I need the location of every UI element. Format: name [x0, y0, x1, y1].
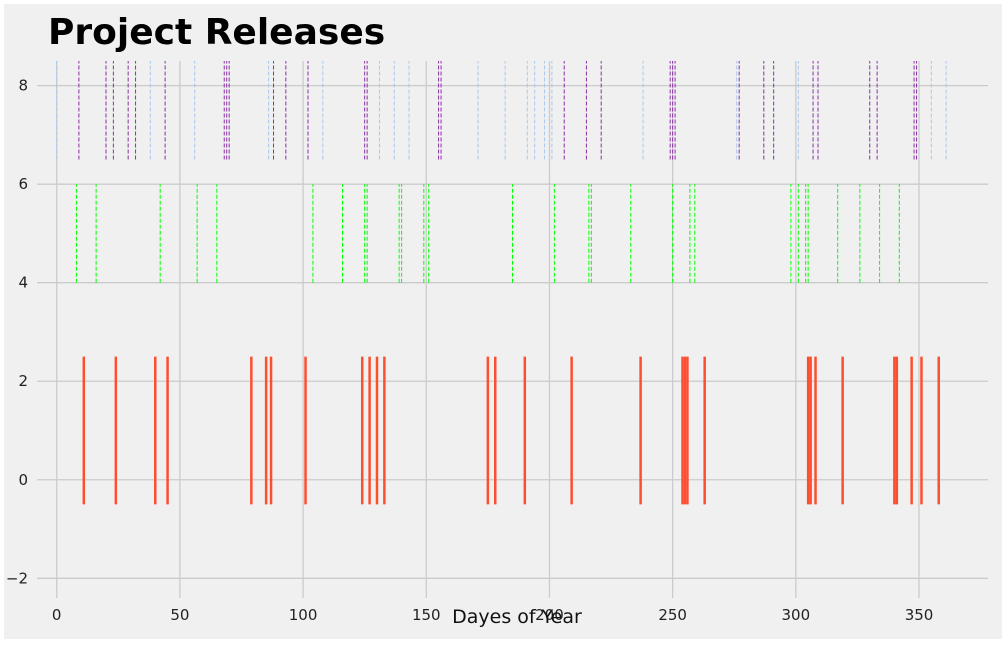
x-tick-label: 350	[905, 606, 934, 624]
event-series-3	[78, 61, 918, 160]
event-series-4	[56, 61, 947, 160]
y-tick-label: 2	[18, 372, 28, 390]
y-tick-label: −2	[6, 569, 28, 587]
x-tick-label: 200	[535, 606, 564, 624]
y-tick-label: 6	[18, 175, 28, 193]
tick-labels: 0 50 100 150 200 250 300 350 −2 0 2 4 6 8	[6, 77, 933, 624]
chart-figure: Project Releases 0 50 100 150 200 250 300 350 −2…	[4, 4, 1002, 639]
chart-title: Project Releases	[48, 12, 385, 53]
x-tick-label: 100	[289, 606, 318, 624]
grid-lines	[37, 61, 988, 598]
event-series-1	[82, 356, 940, 505]
x-tick-label: 0	[52, 606, 62, 624]
x-tick-label: 250	[658, 606, 687, 624]
y-tick-label: 8	[18, 77, 28, 95]
event-series	[56, 61, 947, 505]
x-tick-label: 300	[782, 606, 811, 624]
x-tick-label: 50	[170, 606, 189, 624]
chart-canvas: Project Releases 0 50 100 150 200 250 300 350 −2…	[6, 12, 988, 628]
event-series-2	[75, 184, 900, 283]
y-tick-label: 4	[18, 274, 28, 292]
y-tick-label: 0	[18, 471, 28, 489]
x-axis-label: Dayes of Year	[452, 606, 582, 628]
x-tick-label: 150	[412, 606, 441, 624]
